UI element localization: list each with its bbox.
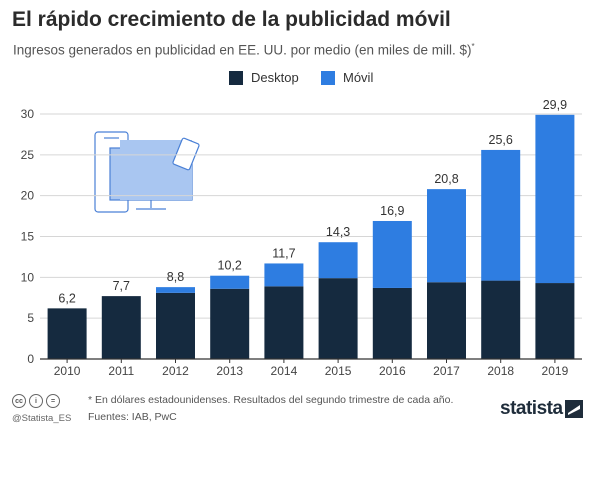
total-label: 7,7: [113, 279, 130, 293]
total-label: 20,8: [434, 172, 458, 186]
bar-segment-desktop: [481, 280, 521, 359]
x-tick-label: 2013: [216, 364, 243, 378]
legend-swatch-desktop: [229, 70, 243, 85]
bar-segment-móvil: [318, 242, 358, 279]
bar-segment-móvil: [372, 220, 412, 288]
sources: Fuentes: IAB, PwC: [88, 411, 177, 423]
y-tick-label: 10: [21, 270, 35, 284]
legend-item-mobile: Móvil: [321, 70, 373, 85]
legend-label-mobile: Móvil: [343, 70, 374, 85]
total-label: 6,2: [58, 291, 75, 305]
brand-wordmark: statista: [500, 398, 563, 419]
bar-segment-desktop: [372, 287, 412, 359]
x-tick-label: 2015: [325, 364, 352, 378]
bar-segment-móvil: [427, 189, 466, 283]
license-icons: cc i =: [12, 394, 60, 408]
legend-swatch-mobile: [321, 70, 335, 85]
bar-segment-desktop: [210, 288, 250, 359]
x-tick-label: 2017: [433, 364, 460, 378]
y-tick-label: 0: [27, 352, 34, 366]
bar-segment-desktop: [535, 283, 575, 359]
attribution-icon: i: [29, 394, 43, 408]
chart-subtitle: Ingresos generados en publicidad en EE. …: [13, 42, 475, 58]
bar-segment-desktop: [156, 292, 195, 359]
axes: 0 5 10 15 20 25 30 2010 2011 2012 2013 2014 2015 2016…: [21, 107, 582, 378]
y-tick-label: 25: [21, 148, 35, 162]
y-tick-label: 30: [21, 107, 35, 121]
total-label: 25,6: [489, 133, 513, 147]
bar-segment-móvil: [156, 287, 195, 293]
y-tick-label: 5: [27, 311, 34, 325]
total-label: 11,7: [272, 246, 295, 260]
bar-segment-desktop: [318, 278, 358, 359]
bar-segment-móvil: [535, 114, 575, 284]
x-tick-label: 2019: [542, 364, 569, 378]
total-label: 8,8: [167, 270, 184, 284]
chart-title: El rápido crecimiento de la publicidad m…: [12, 8, 451, 31]
y-tick-label: 15: [21, 230, 35, 244]
total-label: 14,3: [326, 225, 350, 239]
value-labels: 6,2 7,7 8,8 10,2 11,7 14,3 16,9 20,8 25,6 29,9: [58, 98, 567, 306]
x-tick-label: 2014: [271, 364, 298, 378]
statista-logo-icon: [564, 400, 583, 418]
bar-segment-desktop: [101, 296, 141, 359]
bar-segment-móvil: [481, 149, 521, 281]
bar-segment-desktop: [427, 282, 466, 359]
total-label: 29,9: [543, 98, 567, 112]
cc-icon: cc: [12, 394, 26, 408]
total-label: 16,9: [380, 204, 404, 218]
social-handle: @Statista_ES: [12, 413, 72, 424]
bars: [47, 114, 575, 359]
x-tick-label: 2010: [54, 364, 81, 378]
subtitle-text: Ingresos generados en publicidad en EE. …: [13, 42, 472, 58]
x-tick-label: 2012: [162, 364, 189, 378]
total-label: 10,2: [218, 259, 242, 273]
y-tick-label: 20: [21, 189, 35, 203]
device-illustration: [94, 131, 200, 213]
legend-label-desktop: Desktop: [251, 70, 299, 85]
legend-item-desktop: Desktop: [229, 70, 299, 85]
x-tick-label: 2011: [108, 364, 134, 378]
tablet-outline-icon: [172, 137, 200, 171]
statista-logo[interactable]: statista: [500, 398, 583, 420]
bar-segment-desktop: [264, 286, 304, 359]
bar-segment-móvil: [210, 275, 250, 289]
subtitle-marker: *: [471, 42, 475, 51]
x-tick-label: 2016: [379, 364, 406, 378]
footnote: * En dólares estadounidenses. Resultados…: [88, 394, 454, 406]
no-derivatives-icon: =: [46, 394, 60, 408]
x-tick-label: 2018: [487, 364, 514, 378]
bar-segment-desktop: [47, 308, 87, 359]
bar-segment-móvil: [264, 263, 304, 287]
